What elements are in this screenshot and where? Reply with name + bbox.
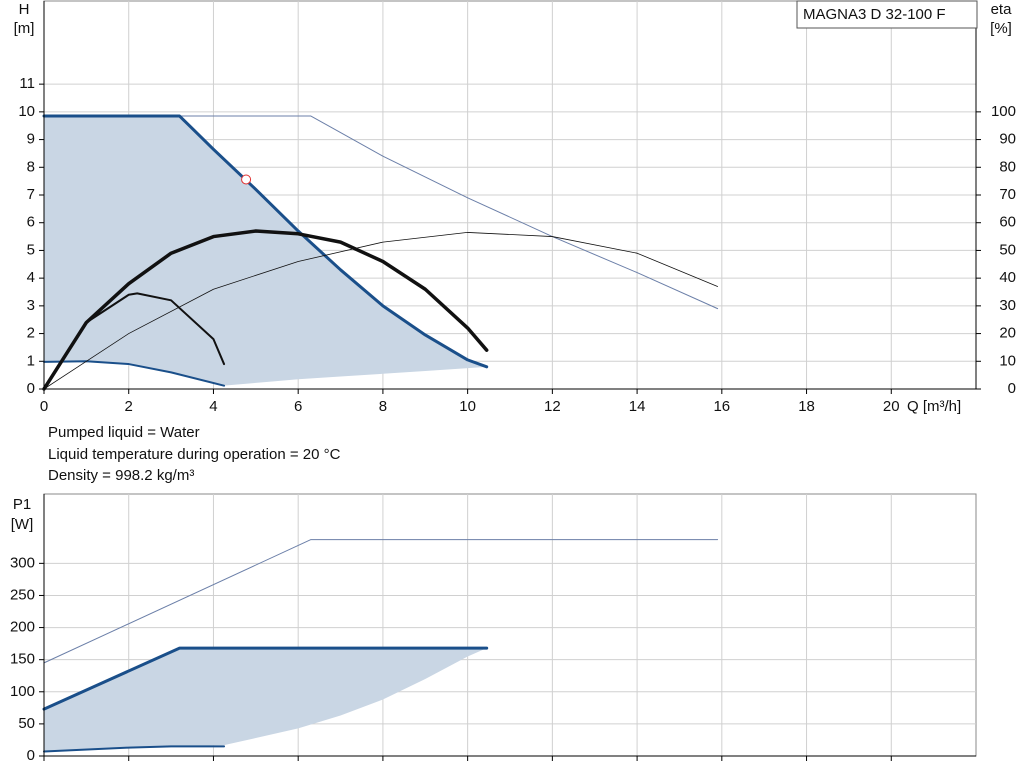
y-tick-label: 8 bbox=[27, 158, 35, 175]
x-tick-label: 8 bbox=[379, 398, 387, 415]
y-tick-label: 7 bbox=[27, 186, 35, 203]
title-box bbox=[796, 0, 978, 29]
y2-tick-label: 70 bbox=[999, 186, 1016, 203]
y-label: P1 bbox=[13, 496, 31, 513]
y-tick-label: 10 bbox=[18, 103, 35, 120]
y2-tick-label: 80 bbox=[999, 158, 1016, 175]
chart-title: MAGNA3 D 32-100 F bbox=[803, 6, 946, 23]
y-tick-label: 100 bbox=[10, 683, 35, 700]
y-tick-label: 6 bbox=[27, 214, 35, 231]
curve bbox=[43, 539, 719, 664]
x-tick-label: 2 bbox=[125, 398, 133, 415]
y-label: [W] bbox=[11, 516, 34, 533]
x-tick-label: 4 bbox=[209, 398, 217, 415]
y-tick-label: 5 bbox=[27, 241, 35, 258]
curve bbox=[42, 646, 489, 711]
x-tick-label: 16 bbox=[713, 398, 730, 415]
y-tick-label: 250 bbox=[10, 586, 35, 603]
operating-range bbox=[44, 648, 487, 752]
y-tick-label: 4 bbox=[27, 269, 35, 286]
y2-tick-label: 30 bbox=[999, 297, 1016, 314]
curve bbox=[43, 232, 718, 390]
y-tick-label: 300 bbox=[10, 554, 35, 571]
y2-tick-label: 0 bbox=[1008, 380, 1016, 397]
curve bbox=[43, 360, 226, 387]
y2-tick-label: 90 bbox=[999, 131, 1016, 148]
y2-tick-label: 40 bbox=[999, 269, 1016, 286]
y-tick-label: 150 bbox=[10, 651, 35, 668]
note: Liquid temperature during operation = 20… bbox=[48, 446, 341, 463]
y-tick-label: 200 bbox=[10, 619, 35, 636]
curve bbox=[42, 114, 489, 369]
y-label: [m] bbox=[14, 20, 35, 37]
y2-label: eta bbox=[991, 1, 1013, 18]
curve bbox=[43, 745, 226, 753]
x-tick-label: 10 bbox=[459, 398, 476, 415]
y-tick-label: 11 bbox=[19, 75, 35, 92]
operating-point bbox=[241, 174, 252, 185]
y-tick-label: 0 bbox=[27, 747, 35, 764]
x-tick-label: 20 bbox=[883, 398, 900, 415]
note: Pumped liquid = Water bbox=[48, 424, 200, 441]
y-label: H bbox=[19, 1, 30, 18]
y2-label: [%] bbox=[990, 20, 1012, 37]
y2-tick-label: 100 bbox=[991, 103, 1016, 120]
y-tick-label: 3 bbox=[27, 297, 35, 314]
x-tick-label: 0 bbox=[40, 398, 48, 415]
y-tick-label: 0 bbox=[27, 380, 35, 397]
y-tick-label: 50 bbox=[18, 715, 35, 732]
x-tick-label: 14 bbox=[629, 398, 646, 415]
operating-range bbox=[44, 116, 487, 386]
x-tick-label: 12 bbox=[544, 398, 561, 415]
y2-tick-label: 50 bbox=[999, 241, 1016, 258]
y2-tick-label: 10 bbox=[999, 352, 1016, 369]
y-tick-label: 1 bbox=[27, 352, 35, 369]
y2-tick-label: 60 bbox=[999, 214, 1016, 231]
curve bbox=[43, 115, 719, 310]
x-label: Q [m³/h] bbox=[907, 398, 961, 415]
y-tick-label: 2 bbox=[27, 325, 35, 342]
curve bbox=[42, 229, 489, 391]
x-tick-label: 18 bbox=[798, 398, 815, 415]
note: Density = 998.2 kg/m³ bbox=[48, 467, 194, 484]
y-tick-label: 9 bbox=[27, 131, 35, 148]
x-tick-label: 6 bbox=[294, 398, 302, 415]
y2-tick-label: 20 bbox=[999, 325, 1016, 342]
